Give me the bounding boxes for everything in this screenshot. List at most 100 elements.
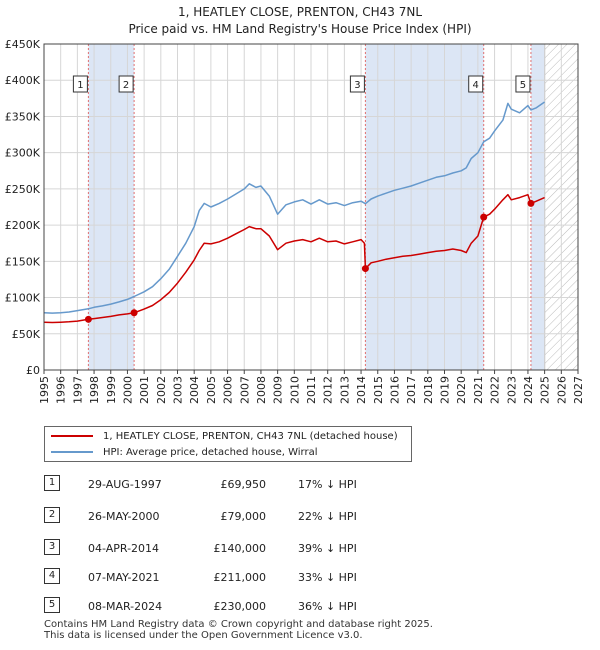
x-tick-label: 2013 [338,376,351,404]
x-tick-label: 2001 [138,376,151,404]
x-tick-label: 2027 [572,376,585,404]
x-tick-label: 2005 [205,376,218,404]
sale-price: £79,000 [220,510,267,523]
x-tick-label: 2012 [322,376,335,404]
footer-line: Contains HM Land Registry data © Crown c… [44,619,433,630]
y-tick-label: £50K [12,328,41,341]
legend-label-property: 1, HEATLEY CLOSE, PRENTON, CH43 7NL (det… [103,430,398,442]
ownership-shade [365,44,484,370]
x-tick-label: 2004 [188,376,201,404]
x-tick-label: 2021 [472,376,485,404]
sale-number-label: 4 [473,80,479,91]
sale-date: 08-MAR-2024 [88,600,163,613]
legend-label-hpi: HPI: Average price, detached house, Wirr… [103,446,318,458]
y-tick-label: £350K [5,110,41,123]
sale-number-label: 5 [520,80,526,91]
sale-point [130,309,138,317]
sale-number-badge: 5 [44,597,60,613]
sale-date: 07-MAY-2021 [88,571,160,584]
x-tick-label: 2007 [238,376,251,404]
sale-price: £211,000 [213,571,267,584]
y-tick-label: £200K [5,219,41,232]
x-tick-label: 2024 [522,376,535,404]
sale-hpi-diff: 36% ↓ HPI [298,600,357,613]
ownership-shade [530,44,545,370]
y-tick-label: £100K [5,292,41,305]
x-tick-label: 2026 [555,376,568,404]
legend: 1, HEATLEY CLOSE, PRENTON, CH43 7NL (det… [44,426,412,462]
y-tick-label: £0 [26,364,40,377]
sale-row: 1 29-AUG-1997 £69,950 17% ↓ HPI [44,475,584,495]
sale-price: £69,950 [220,478,267,491]
sale-number-box [349,75,365,93]
sale-number-badge: 1 [44,475,60,491]
sale-hpi-diff: 33% ↓ HPI [298,571,357,584]
chart-title: 1, HEATLEY CLOSE, PRENTON, CH43 7NL [178,5,422,19]
sale-hpi-diff: 22% ↓ HPI [298,510,357,523]
x-tick-label: 2016 [388,376,401,404]
sale-row: 3 04-APR-2014 £140,000 39% ↓ HPI [44,539,584,559]
x-tick-label: 2015 [372,376,385,404]
x-tick-label: 2017 [405,376,418,404]
sale-point [361,265,369,273]
legend-item-property: 1, HEATLEY CLOSE, PRENTON, CH43 7NL (det… [51,428,398,444]
y-tick-label: £250K [5,183,41,196]
plot-frame [43,43,579,371]
x-tick-label: 2009 [272,376,285,404]
hpi-line [43,101,546,314]
sale-point [480,213,488,221]
x-tick-label: 2006 [222,376,235,404]
x-tick-label: 1998 [88,376,101,404]
sale-row: 5 08-MAR-2024 £230,000 36% ↓ HPI [44,597,584,617]
sale-number-badge: 4 [44,568,60,584]
x-tick-label: 2000 [121,376,134,404]
x-tick-label: 2014 [355,376,368,404]
sale-number-box [468,75,484,93]
y-tick-label: £300K [5,147,41,160]
x-tick-label: 2002 [155,376,168,404]
hpi-line-swatch [51,451,93,453]
x-tick-label: 1999 [105,376,118,404]
sale-price: £230,000 [213,600,267,613]
sale-date: 26-MAY-2000 [88,510,160,523]
y-tick-label: £400K [5,74,41,87]
sale-hpi-diff: 39% ↓ HPI [298,542,357,555]
legend-item-hpi: HPI: Average price, detached house, Wirr… [51,444,318,460]
x-tick-label: 2020 [455,376,468,404]
x-tick-label: 1995 [38,376,51,404]
property-price-line [43,193,545,324]
x-tick-label: 1996 [55,376,68,404]
sale-date: 04-APR-2014 [88,542,160,555]
sale-row: 2 26-MAY-2000 £79,000 22% ↓ HPI [44,507,584,527]
footer-attribution: Contains HM Land Registry data © Crown c… [44,619,433,641]
x-tick-label: 1997 [71,376,84,404]
sale-date: 29-AUG-1997 [88,478,162,491]
sale-number-label: 1 [77,80,83,91]
footer-line: This data is licensed under the Open Gov… [44,630,363,641]
sale-number-label: 3 [354,80,360,91]
sale-price: £140,000 [213,542,267,555]
y-tick-label: £450K [5,38,41,51]
sale-number-label: 2 [123,80,129,91]
x-tick-label: 2023 [505,376,518,404]
x-tick-label: 2019 [439,376,452,404]
chart-subtitle: Price paid vs. HM Land Registry's House … [128,22,471,36]
sale-point [527,199,535,207]
x-tick-label: 2025 [539,376,552,404]
price-chart: 1, HEATLEY CLOSE, PRENTON, CH43 7NL Pric… [5,5,585,404]
sale-number-badge: 2 [44,507,60,523]
sale-row: 4 07-MAY-2021 £211,000 33% ↓ HPI [44,568,584,588]
sale-hpi-diff: 17% ↓ HPI [298,478,357,491]
sale-number-badge: 3 [44,539,60,555]
x-tick-label: 2010 [288,376,301,404]
sale-number-box [118,75,134,93]
x-tick-label: 2022 [489,376,502,404]
y-tick-label: £150K [5,255,41,268]
x-tick-label: 2018 [422,376,435,404]
x-tick-label: 2011 [305,376,318,404]
sale-number-box [515,75,531,93]
x-tick-label: 2008 [255,376,268,404]
sale-point [84,315,92,323]
x-tick-label: 2003 [172,376,185,404]
sale-number-box [72,75,88,93]
